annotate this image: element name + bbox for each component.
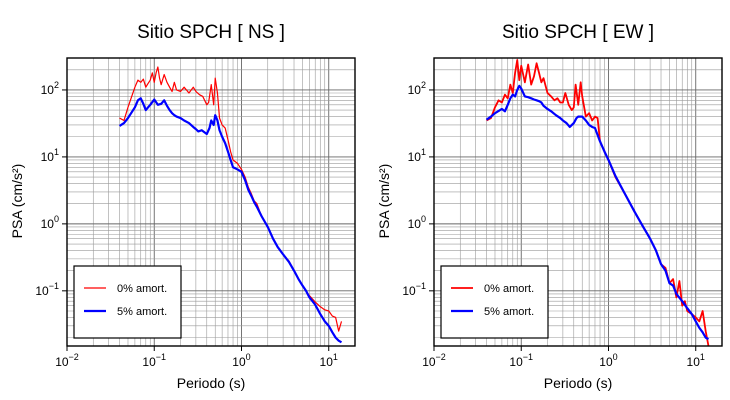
y-axis-label: PSA (cm/s²) [9,164,25,239]
y-tick-label: 10−1 [35,281,59,298]
x-tick-label: 101 [320,352,338,369]
x-axis-label: Periodo (s) [177,375,245,391]
legend-label: 0% amort. [117,283,167,295]
x-tick-label: 10−2 [422,352,446,369]
y-tick-label: 10−1 [402,281,426,298]
legend: 0% amort. 5% amort. [73,265,182,339]
series-layer [485,59,710,347]
y-tick-label: 102 [41,80,59,97]
chart-panel-ns: Sitio SPCH [ NS ] 10−2 10−1 100 10110−11001… [9,22,356,391]
legend-label: 0% amort. [484,283,534,295]
chart-panel-ew: Sitio SPCH [ EW ] 10−2 10−1 100 101 10−1 100 1… [376,22,723,391]
plot-frame [66,57,356,347]
legend: 0% amort. 5% amort. [440,265,549,339]
y-tick-label: 101 [41,147,59,164]
x-tick-label: 100 [232,352,250,369]
x-tick-label: 10−1 [142,352,166,369]
y-tick-label: 102 [408,80,426,97]
legend-box [73,265,182,339]
x-tick-label: 101 [687,352,705,369]
plot-frame [433,57,723,347]
x-tick-label: 10−1 [509,352,533,369]
series-layer [118,66,343,344]
series-line [118,97,343,344]
legend-label: 5% amort. [484,306,534,318]
series-line [485,84,710,341]
chart-title: Sitio SPCH [ EW ] [502,22,654,43]
x-tick-label: 100 [599,352,617,369]
legend-label: 5% amort. [117,306,167,318]
x-tick-label: 10−2 [55,352,79,369]
y-tick-label: 100 [41,214,59,231]
y-axis-label: PSA (cm/s²) [376,164,392,239]
y-tick-label: 100 [408,214,426,231]
legend-box [440,265,549,339]
y-tick-label: 101 [408,147,426,164]
x-axis-label: Periodo (s) [544,375,612,391]
tick-layer: 10−2 10−1 100 101 10−1 100 101 102 [35,57,356,369]
chart-title: Sitio SPCH [ NS ] [137,22,285,43]
